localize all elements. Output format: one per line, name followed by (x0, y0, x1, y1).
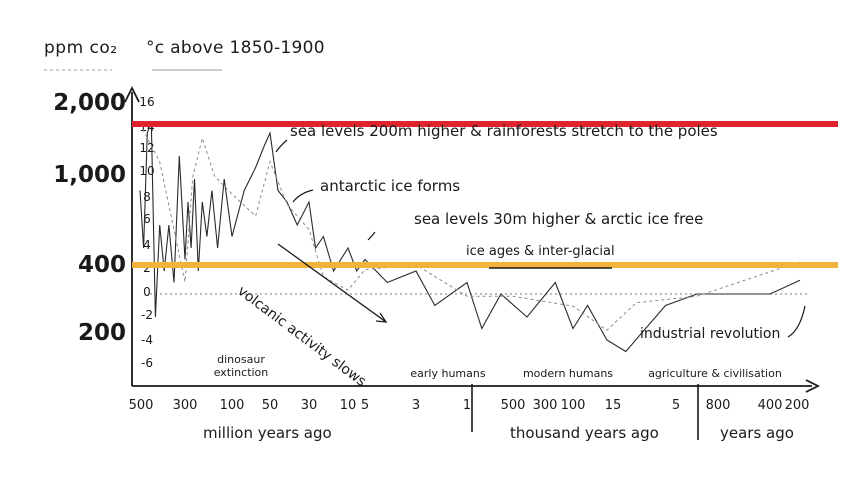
x-tick-50-mya: 50 (261, 398, 279, 413)
co2-series-line (139, 123, 801, 331)
x-tick-100-kya: 100 (560, 398, 586, 413)
x-tick-30-mya: 30 (300, 398, 318, 413)
annotation-sea-level-30m: sea levels 30m higher & arctic ice free (414, 210, 704, 228)
volcanic-arrow-line (277, 243, 387, 323)
x-axis-arrow (805, 379, 821, 393)
ppm-tick-2000: 2,000 (53, 90, 126, 116)
ppm-tick-400: 400 (77, 252, 126, 278)
y-axis-arrow (124, 85, 140, 103)
era-modern-humans: modern humans (522, 367, 614, 380)
temp-tick-8: 8 (143, 190, 151, 204)
x-tick-400-ya: 400 (757, 398, 783, 413)
x-tick-3-mya: 3 (411, 398, 421, 413)
antarctic-pointer (292, 189, 314, 203)
temp-tick-minus-2: -2 (141, 308, 153, 322)
x-unit-thousand-years: thousand years ago (510, 424, 659, 442)
temp-tick-4: 4 (143, 238, 151, 252)
x-tick-200-ya: 200 (784, 398, 810, 413)
temp-tick-minus-6: -6 (141, 356, 153, 370)
annotation-ice-ages: ice ages & inter-glacial (466, 244, 615, 259)
annotation-antarctic-ice: antarctic ice forms (320, 177, 461, 195)
industrial-pointer (787, 305, 806, 338)
x-unit-million-years: million years ago (203, 424, 332, 442)
temp-tick-minus-4: -4 (141, 333, 153, 347)
temp-tick-16: 16 (139, 95, 155, 109)
temperature-series-line (139, 121, 801, 353)
temp-tick-0: 0 (143, 285, 151, 299)
temp-tick-10: 10 (139, 164, 155, 178)
x-tick-500-mya: 500 (128, 398, 154, 413)
temp-tick-6: 6 (143, 212, 151, 226)
x-tick-100-mya: 100 (219, 398, 245, 413)
era-agriculture: agriculture & civilisation (648, 367, 782, 380)
annotation-industrial-revolution: industrial revolution (640, 326, 781, 342)
x-tick-300-mya: 300 (172, 398, 198, 413)
era-dinosaur-extinction: dinosaur extinction (213, 353, 269, 379)
x-tick-5-kya: 5 (671, 398, 681, 413)
era-early-humans: early humans (410, 367, 486, 380)
arctic-pointer (367, 231, 376, 241)
x-unit-years: years ago (720, 424, 794, 442)
x-tick-1-mya: 1 (462, 398, 472, 413)
sea-level-200-pointer (275, 139, 288, 153)
volcanic-arrowhead (375, 312, 388, 323)
annotation-sea-level-200m: sea levels 200m higher & rainforests str… (290, 122, 718, 140)
temperature-axis-title: °c above 1850-1900 (146, 38, 325, 58)
ppm-tick-1000: 1,000 (53, 162, 126, 188)
x-tick-500-kya: 500 (500, 398, 526, 413)
x-tick-10-mya: 10 (339, 398, 357, 413)
x-tick-300-kya: 300 (532, 398, 558, 413)
x-tick-15-kya: 15 (604, 398, 622, 413)
ppm-tick-200: 200 (77, 320, 126, 346)
x-tick-800-ya: 800 (705, 398, 731, 413)
x-tick-5-mya: 5 (360, 398, 370, 413)
co2-axis-title: ppm co₂ (44, 38, 118, 58)
